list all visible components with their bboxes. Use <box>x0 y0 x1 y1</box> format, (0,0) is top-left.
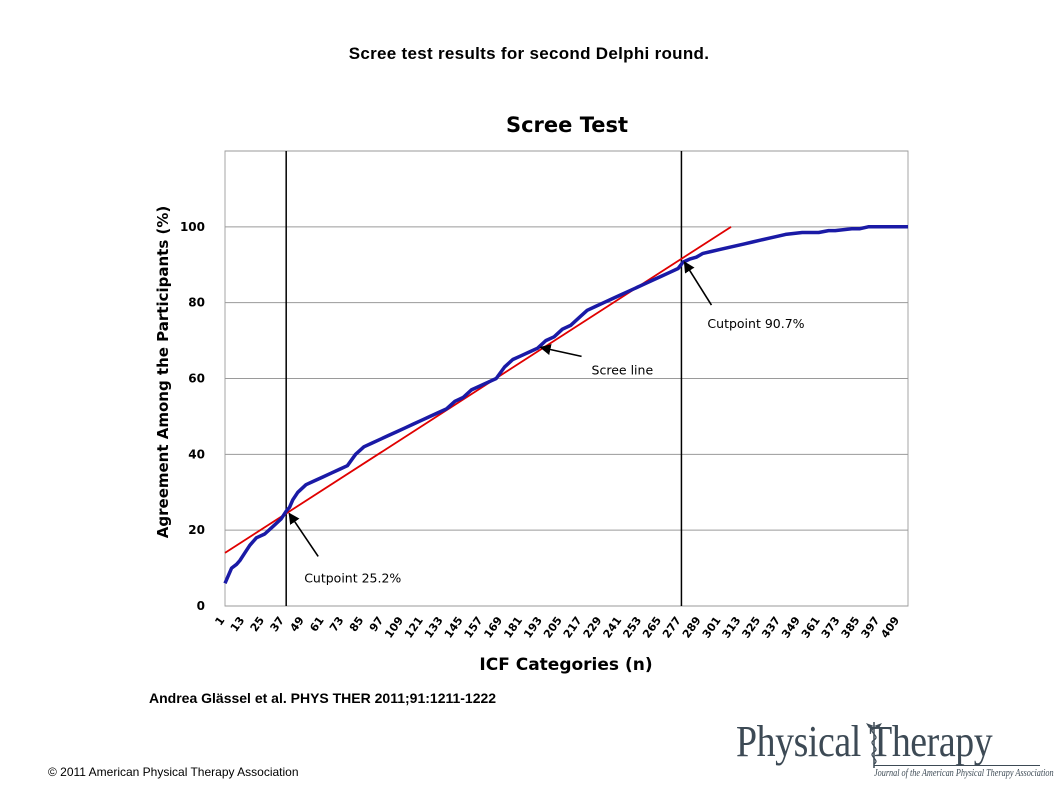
x-tick-label: 217 <box>561 614 585 640</box>
x-tick-label: 361 <box>799 614 823 640</box>
y-tick-label: 100 <box>180 220 205 234</box>
x-tick-label: 145 <box>442 614 466 640</box>
x-tick-label: 169 <box>481 614 505 640</box>
annotation-arrow <box>288 512 319 557</box>
annotation-label: Cutpoint 90.7% <box>707 316 804 331</box>
caduceus-icon <box>866 722 882 768</box>
y-axis-label: Agreement Among the Participants (%) <box>154 206 172 538</box>
x-tick-labels: 1 13 25 37 49 61 73 85 9710912113314515716918119… <box>212 614 902 640</box>
x-tick-label: 49 <box>287 614 306 634</box>
x-tick-label: 193 <box>521 614 545 640</box>
annotations: Cutpoint 25.2% Scree line Cutpoint 90.7% <box>288 261 805 585</box>
x-tick-label: 157 <box>462 614 486 640</box>
y-tick-label: 40 <box>188 447 205 461</box>
x-tick-label: 373 <box>819 614 843 640</box>
x-tick-label: 397 <box>859 614 883 640</box>
x-tick-label: 1 <box>212 614 227 628</box>
x-tick-label: 109 <box>382 614 406 640</box>
x-tick-label: 349 <box>779 614 803 640</box>
x-tick-label: 277 <box>660 614 684 640</box>
logo-wordmark: Physical Therapy <box>736 717 993 766</box>
x-tick-label: 265 <box>640 614 664 640</box>
annotation-label: Scree line <box>592 362 654 377</box>
y-tick-labels: 0 20 40 60 80 100 <box>180 220 205 613</box>
x-tick-label: 385 <box>839 614 863 640</box>
x-tick-label: 325 <box>739 614 763 640</box>
x-tick-label: 301 <box>700 614 724 640</box>
x-tick-label: 313 <box>720 614 744 640</box>
annotation-arrow <box>539 344 582 358</box>
x-tick-label: 409 <box>878 614 902 640</box>
x-tick-label: 289 <box>680 614 704 640</box>
annotation-label: Cutpoint 25.2% <box>304 570 401 585</box>
x-tick-label: 61 <box>307 614 326 634</box>
agreement-series-line <box>223 225 908 584</box>
gridlines <box>225 150 908 607</box>
x-tick-label: 25 <box>248 614 267 634</box>
x-tick-label: 229 <box>581 614 605 640</box>
x-tick-label: 205 <box>541 614 565 640</box>
physical-therapy-logo: Physical Therapy Journal of the American… <box>736 716 1054 786</box>
x-tick-label: 133 <box>422 614 446 640</box>
x-tick-label: 241 <box>601 614 625 640</box>
x-tick-label: 37 <box>268 614 287 634</box>
logo-subtitle: Journal of the American Physical Therapy… <box>874 768 1054 779</box>
citation: Andrea Glässel et al. PHYS THER 2011;91:… <box>149 690 497 706</box>
annotation-arrow <box>683 261 713 306</box>
x-tick-label: 85 <box>347 614 366 634</box>
x-tick-label: 121 <box>402 614 426 640</box>
x-tick-label: 337 <box>759 614 783 640</box>
x-axis-label: ICF Categories (n) <box>479 655 652 675</box>
chart-title: Scree Test <box>506 113 628 137</box>
y-tick-label: 20 <box>188 523 205 537</box>
x-tick-label: 253 <box>620 614 644 640</box>
x-tick-label: 181 <box>501 614 525 640</box>
y-tick-label: 80 <box>188 296 205 310</box>
y-tick-label: 0 <box>197 599 205 613</box>
logo-divider <box>874 765 1040 766</box>
y-tick-label: 60 <box>188 372 205 386</box>
cutpoint-lines <box>285 151 683 606</box>
copyright: © 2011 American Physical Therapy Associa… <box>48 765 299 779</box>
x-tick-label: 73 <box>327 614 346 634</box>
slide-title: Scree test results for second Delphi rou… <box>348 44 710 63</box>
x-tick-label: 13 <box>228 614 247 634</box>
